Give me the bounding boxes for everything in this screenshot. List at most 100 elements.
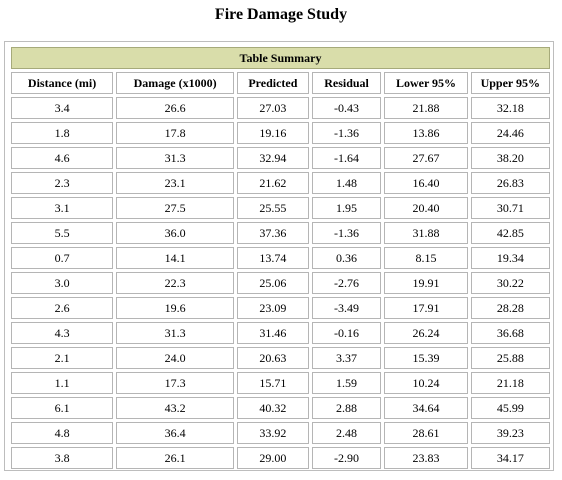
damage-cell: 23.1: [116, 172, 235, 194]
table-row: 3.4 26.6 27.03 -0.43 21.88 32.18: [11, 97, 550, 119]
upper-95-cell: 25.88: [470, 347, 550, 369]
predicted-cell: 37.36: [237, 222, 309, 244]
residual-cell: -0.43: [311, 97, 382, 119]
upper-95-cell: 28.28: [470, 297, 550, 319]
residual-cell: 2.88: [311, 397, 382, 419]
table-row: 5.5 36.0 37.36 -1.36 31.88 42.85: [11, 222, 550, 244]
damage-cell: 17.3: [116, 372, 235, 394]
predicted-cell: 21.62: [237, 172, 309, 194]
damage-cell: 17.8: [116, 122, 235, 144]
table-frame: Table Summary Distance (mi) Damage (x100…: [4, 41, 554, 471]
upper-95-cell: 39.23: [470, 422, 550, 444]
upper-95-cell: 19.34: [470, 247, 550, 269]
distance-cell: 3.8: [11, 447, 114, 469]
lower-95-cell: 21.88: [384, 97, 468, 119]
distance-cell: 3.1: [11, 197, 114, 219]
upper-95-cell: 32.18: [470, 97, 550, 119]
column-header-damage: Damage (x1000): [116, 72, 235, 94]
damage-cell: 26.1: [116, 447, 235, 469]
predicted-cell: 40.32: [237, 397, 309, 419]
lower-95-cell: 15.39: [384, 347, 468, 369]
upper-95-cell: 30.22: [470, 272, 550, 294]
damage-cell: 19.6: [116, 297, 235, 319]
residual-cell: -1.36: [311, 222, 382, 244]
distance-cell: 6.1: [11, 397, 114, 419]
table-row: 3.0 22.3 25.06 -2.76 19.91 30.22: [11, 272, 550, 294]
table-row: 0.7 14.1 13.74 0.36 8.15 19.34: [11, 247, 550, 269]
summary-table: Table Summary Distance (mi) Damage (x100…: [8, 44, 553, 472]
upper-95-cell: 21.18: [470, 372, 550, 394]
upper-95-cell: 45.99: [470, 397, 550, 419]
lower-95-cell: 20.40: [384, 197, 468, 219]
predicted-cell: 13.74: [237, 247, 309, 269]
table-summary-header: Table Summary: [11, 47, 550, 69]
column-header-distance: Distance (mi): [11, 72, 114, 94]
predicted-cell: 15.71: [237, 372, 309, 394]
table-row: 3.1 27.5 25.55 1.95 20.40 30.71: [11, 197, 550, 219]
column-header-lower-95: Lower 95%: [384, 72, 468, 94]
damage-cell: 31.3: [116, 147, 235, 169]
residual-cell: 1.59: [311, 372, 382, 394]
residual-cell: 2.48: [311, 422, 382, 444]
damage-cell: 26.6: [116, 97, 235, 119]
lower-95-cell: 10.24: [384, 372, 468, 394]
predicted-cell: 19.16: [237, 122, 309, 144]
table-body: 3.4 26.6 27.03 -0.43 21.88 32.18 1.8 17.8 19.16-…: [11, 97, 550, 469]
residual-cell: 0.36: [311, 247, 382, 269]
distance-cell: 1.8: [11, 122, 114, 144]
predicted-cell: 33.92: [237, 422, 309, 444]
table-row: 4.8 36.4 33.92 2.48 28.61 39.23: [11, 422, 550, 444]
damage-cell: 22.3: [116, 272, 235, 294]
lower-95-cell: 31.88: [384, 222, 468, 244]
column-header-predicted: Predicted: [237, 72, 309, 94]
distance-cell: 2.1: [11, 347, 114, 369]
distance-cell: 0.7: [11, 247, 114, 269]
residual-cell: 1.95: [311, 197, 382, 219]
lower-95-cell: 28.61: [384, 422, 468, 444]
lower-95-cell: 27.67: [384, 147, 468, 169]
lower-95-cell: 13.86: [384, 122, 468, 144]
column-header-residual: Residual: [311, 72, 382, 94]
residual-cell: -1.36: [311, 122, 382, 144]
table-row: 2.1 24.0 20.63 3.37 15.39 25.88: [11, 347, 550, 369]
residual-cell: -0.16: [311, 322, 382, 344]
predicted-cell: 32.94: [237, 147, 309, 169]
upper-95-cell: 34.17: [470, 447, 550, 469]
damage-cell: 24.0: [116, 347, 235, 369]
distance-cell: 2.3: [11, 172, 114, 194]
damage-cell: 27.5: [116, 197, 235, 219]
damage-cell: 31.3: [116, 322, 235, 344]
table-row: 1.8 17.8 19.16 -1.36 13.86 24.46: [11, 122, 550, 144]
upper-95-cell: 30.71: [470, 197, 550, 219]
residual-cell: -1.64: [311, 147, 382, 169]
predicted-cell: 23.09: [237, 297, 309, 319]
predicted-cell: 29.00: [237, 447, 309, 469]
column-header-row: Distance (mi) Damage (x1000) Predicted R…: [11, 72, 550, 94]
distance-cell: 4.8: [11, 422, 114, 444]
table-row: 4.6 31.3 32.94 -1.64 27.67 38.20: [11, 147, 550, 169]
predicted-cell: 20.63: [237, 347, 309, 369]
residual-cell: -3.49: [311, 297, 382, 319]
distance-cell: 5.5: [11, 222, 114, 244]
predicted-cell: 31.46: [237, 322, 309, 344]
predicted-cell: 25.06: [237, 272, 309, 294]
distance-cell: 2.6: [11, 297, 114, 319]
damage-cell: 36.4: [116, 422, 235, 444]
residual-cell: 3.37: [311, 347, 382, 369]
residual-cell: -2.76: [311, 272, 382, 294]
upper-95-cell: 24.46: [470, 122, 550, 144]
upper-95-cell: 42.85: [470, 222, 550, 244]
table-row: 4.3 31.3 31.46 -0.16 26.24 36.68: [11, 322, 550, 344]
predicted-cell: 27.03: [237, 97, 309, 119]
table-row: 2.6 19.6 23.09 -3.49 17.91 28.28: [11, 297, 550, 319]
table-row: 6.1 43.2 40.32 2.88 34.64 45.99: [11, 397, 550, 419]
lower-95-cell: 19.91: [384, 272, 468, 294]
table-row: 3.8 26.1 29.00 -2.90 23.83 34.17: [11, 447, 550, 469]
upper-95-cell: 36.68: [470, 322, 550, 344]
lower-95-cell: 26.24: [384, 322, 468, 344]
table-row: 1.1 17.3 15.71 1.59 10.24 21.18: [11, 372, 550, 394]
distance-cell: 3.0: [11, 272, 114, 294]
table-row: 2.3 23.1 21.62 1.48 16.40 26.83: [11, 172, 550, 194]
upper-95-cell: 26.83: [470, 172, 550, 194]
distance-cell: 1.1: [11, 372, 114, 394]
